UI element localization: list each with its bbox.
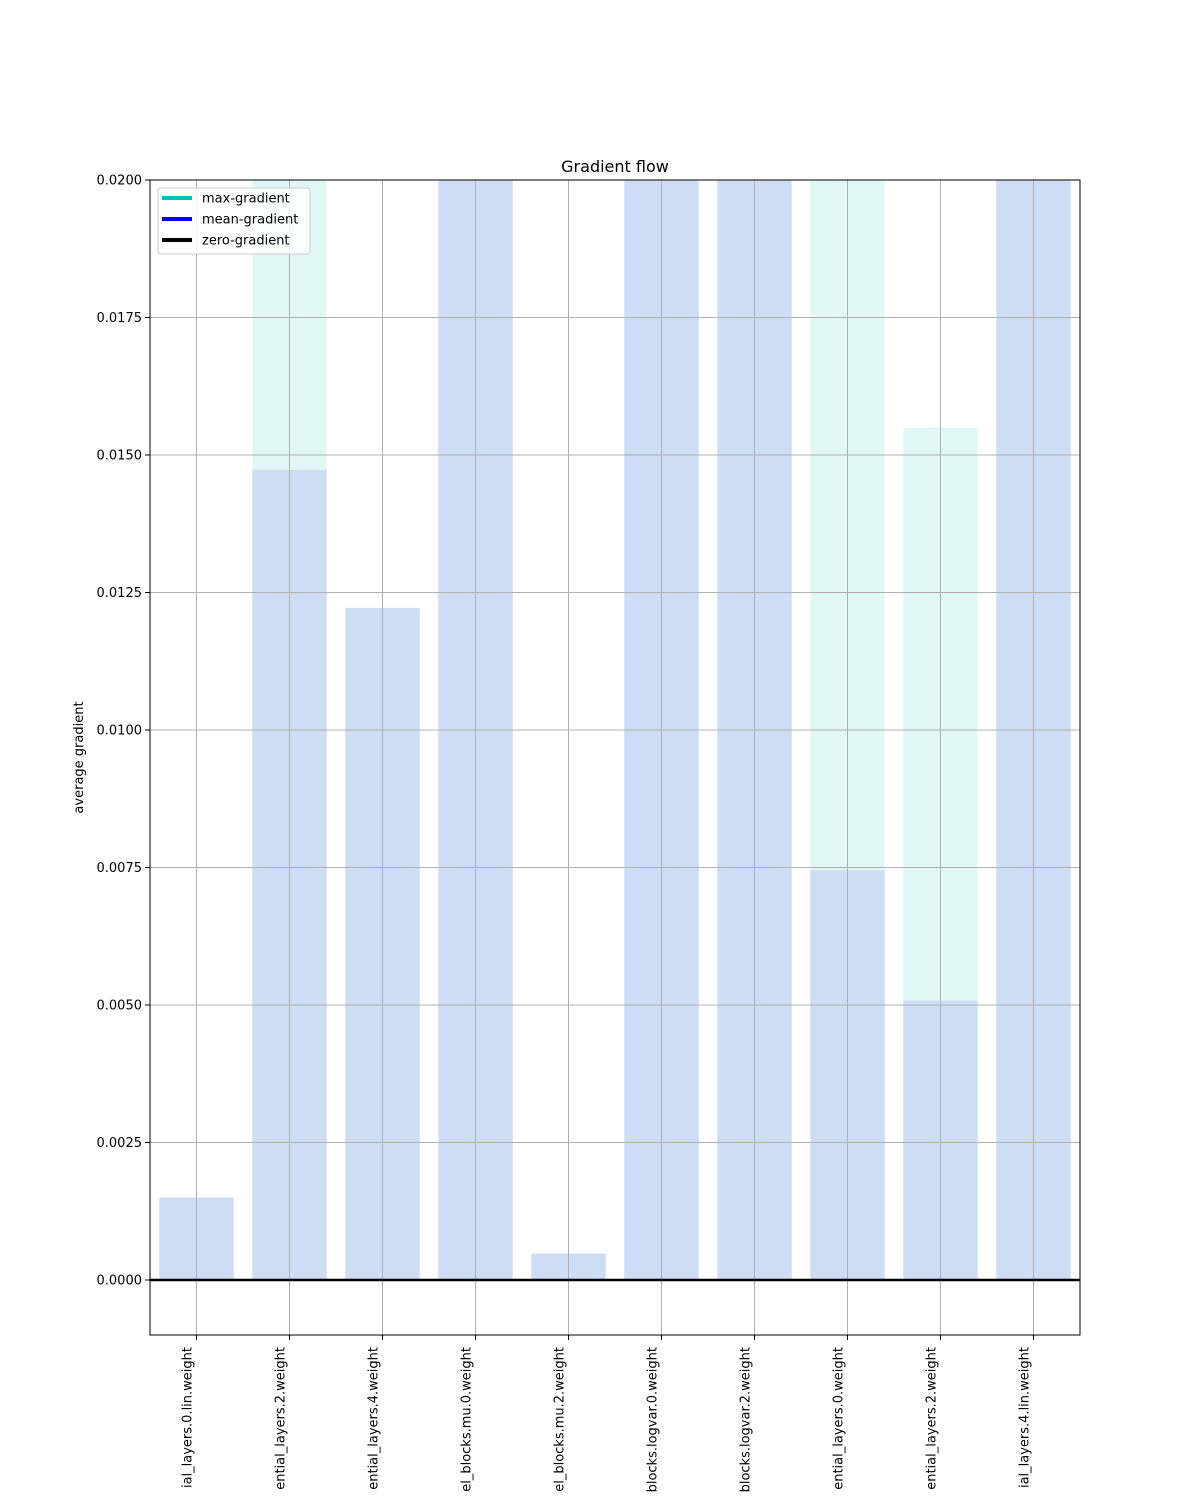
y-tick-label: 0.0000 — [97, 1274, 143, 1289]
x-tick-label: ial_layers.4.lin.weight — [1018, 1347, 1033, 1488]
y-axis-ticks: 0.0000 0.0025 0.0050 0.0075 0.0100 0.0125 0.01… — [97, 174, 150, 1289]
legend-item-mean: mean-gradient — [162, 213, 298, 228]
x-tick-label: el_blocks.mu.2.weight — [553, 1347, 568, 1492]
y-tick-label: 0.0125 — [97, 586, 143, 601]
y-tick-label: 0.0025 — [97, 1136, 143, 1151]
x-tick-label: blocks.logvar.0.weight — [646, 1347, 661, 1492]
y-tick-label: 0.0150 — [97, 449, 143, 464]
legend-box — [157, 187, 311, 255]
x-tick-label: ential_layers.2.weight — [925, 1347, 940, 1490]
x-tick-label: ial_layers.0.lin.weight — [181, 1347, 196, 1488]
x-tick-label: ential_layers.4.weight — [367, 1347, 382, 1490]
x-tick-label: ential_layers.0.weight — [832, 1347, 847, 1490]
x-axis-ticks: ial_layers.0.lin.weight ential_layers.2.w… — [181, 1335, 1034, 1492]
x-tick-label: ential_layers.2.weight — [274, 1347, 289, 1490]
y-tick-label: 0.0200 — [97, 174, 143, 189]
legend-item-max: max-gradient — [162, 192, 290, 207]
legend-item-zero: zero-gradient — [162, 234, 290, 249]
grid-lines — [150, 179, 1080, 1335]
y-tick-label: 0.0075 — [97, 861, 143, 876]
x-tick-label: blocks.logvar.2.weight — [739, 1347, 754, 1492]
y-tick-label: 0.0100 — [97, 724, 143, 739]
y-axis-label: average gradient — [72, 701, 87, 813]
chart-title: Gradient flow — [561, 157, 669, 176]
legend: max-gradient mean-gradient zero-gradient — [157, 187, 311, 255]
y-tick-label: 0.0175 — [97, 311, 143, 326]
x-tick-label: el_blocks.mu.0.weight — [460, 1347, 475, 1492]
legend-label-zero: zero-gradient — [202, 234, 290, 249]
legend-label-mean: mean-gradient — [202, 213, 298, 228]
plot-frame — [149, 179, 1081, 1336]
y-tick-label: 0.0050 — [97, 999, 143, 1014]
legend-label-max: max-gradient — [202, 192, 290, 207]
